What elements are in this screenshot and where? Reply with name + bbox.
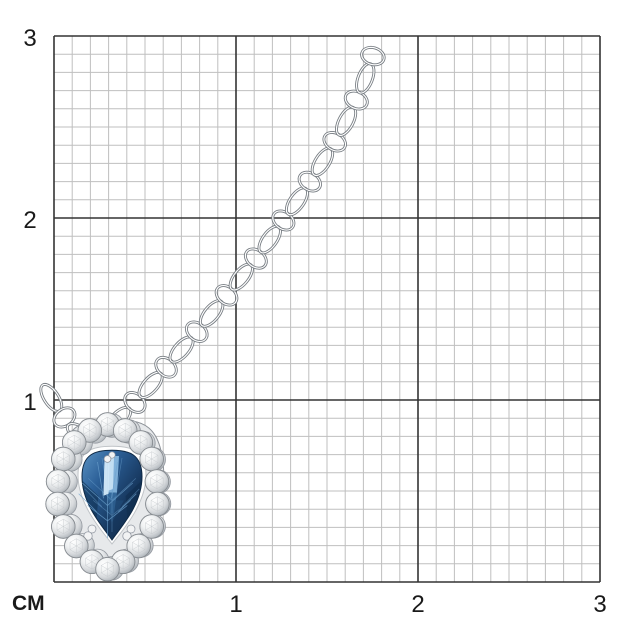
svg-text:CM: CM — [12, 592, 45, 615]
svg-text:3: 3 — [593, 591, 606, 618]
svg-text:1: 1 — [229, 591, 242, 618]
svg-text:3: 3 — [23, 25, 36, 52]
svg-text:2: 2 — [411, 591, 424, 618]
svg-text:2: 2 — [23, 207, 36, 234]
svg-text:1: 1 — [23, 389, 36, 416]
